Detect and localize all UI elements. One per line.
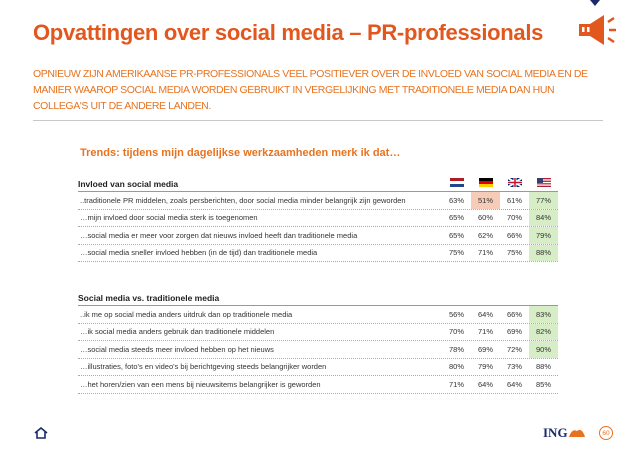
cell-value: 51% xyxy=(471,192,500,209)
spacer xyxy=(78,262,558,284)
section-header: Social media vs. traditionele media xyxy=(78,284,558,306)
flag-icon xyxy=(507,178,522,187)
table-row: …mijn invloed door social media sterk is… xyxy=(78,209,558,227)
table-title: Trends: tijdens mijn dagelijkse werkzaam… xyxy=(80,147,401,159)
cell-value: 65% xyxy=(448,230,464,240)
cell-value: 75% xyxy=(448,248,464,258)
row-label: …mijn invloed door social media sterk is… xyxy=(80,213,258,223)
cell-value: 66% xyxy=(506,309,522,319)
cell-value: 71% xyxy=(477,327,493,337)
title: Opvattingen over social media – PR-profe… xyxy=(33,20,544,45)
row-label: …social media steeds meer invloed hebben… xyxy=(80,344,274,354)
megaphone-icon xyxy=(579,0,616,45)
cell-value: 64% xyxy=(506,379,522,389)
row-label: …ik social media anders gebruik dan trad… xyxy=(80,327,275,337)
home-icon[interactable] xyxy=(34,427,48,439)
cell-value: 85% xyxy=(535,379,551,389)
table-row: …social media sneller invloed hebben (in… xyxy=(78,244,558,262)
cell-value: 70% xyxy=(506,213,522,223)
table-row: …het horen/zien van een mens bij nieuwsi… xyxy=(78,376,558,394)
lion-logo xyxy=(569,429,585,437)
table-row: …ik social media anders gebruik dan trad… xyxy=(78,323,558,341)
cell-value: 73% xyxy=(506,362,522,372)
cell-value: 75% xyxy=(506,248,522,258)
flag-icon xyxy=(449,178,464,187)
cell-value: 64% xyxy=(477,379,493,389)
cell-value: 62% xyxy=(477,230,493,240)
row-label: …illustraties, foto's en video's bij ber… xyxy=(80,362,327,372)
cell-value: 72% xyxy=(506,344,522,354)
cell-value: 56% xyxy=(448,309,464,319)
cell-value: 88% xyxy=(535,362,551,372)
page-number: 60 xyxy=(599,426,613,440)
logo: ING xyxy=(543,425,568,440)
cell-value: 66% xyxy=(506,230,522,240)
table-row: …illustraties, foto's en video's bij ber… xyxy=(78,359,558,376)
cell-value: 61% xyxy=(506,195,522,205)
subtitle: OPNIEUW ZIJN AMERIKAANSE PR-PROFESSIONAL… xyxy=(33,68,588,112)
table-row: …social media er meer voor zorgen dat ni… xyxy=(78,227,558,245)
cell-value: 88% xyxy=(529,244,558,261)
table-row: ..ik me op social media anders uitdruk d… xyxy=(78,306,558,324)
flag-icon xyxy=(478,178,493,187)
table: Invloed van social media ..traditionele P… xyxy=(78,170,558,394)
cell-value: 65% xyxy=(448,213,464,223)
cell-value: 71% xyxy=(477,248,493,258)
cell-value: 79% xyxy=(529,227,558,244)
divider xyxy=(33,120,603,121)
cell-value: 83% xyxy=(529,306,558,323)
flag-icon xyxy=(536,178,551,187)
cell-value: 90% xyxy=(529,341,558,358)
cell-value: 84% xyxy=(529,209,558,226)
cell-value: 69% xyxy=(506,327,522,337)
table-row: ..traditionele PR middelen, zoals persbe… xyxy=(78,192,558,210)
cell-value: 77% xyxy=(529,192,558,209)
section-header: Invloed van social media xyxy=(78,170,558,192)
cell-value: 64% xyxy=(477,309,493,319)
cell-value: 78% xyxy=(448,344,464,354)
cell-value: 79% xyxy=(477,362,493,372)
cell-value: 70% xyxy=(448,327,464,337)
row-label: …het horen/zien van een mens bij nieuwsi… xyxy=(80,379,321,389)
cell-value: 71% xyxy=(448,379,464,389)
table-row: …social media steeds meer invloed hebben… xyxy=(78,341,558,359)
cell-value: 69% xyxy=(477,344,493,354)
cell-value: 60% xyxy=(477,213,493,223)
row-label: …social media sneller invloed hebben (in… xyxy=(80,248,318,258)
cell-value: 80% xyxy=(448,362,464,372)
cell-value: 63% xyxy=(448,195,464,205)
row-label: …social media er meer voor zorgen dat ni… xyxy=(80,230,358,240)
cell-value: 82% xyxy=(529,323,558,340)
row-label: ..traditionele PR middelen, zoals persbe… xyxy=(80,195,406,205)
row-label: ..ik me op social media anders uitdruk d… xyxy=(80,309,293,319)
